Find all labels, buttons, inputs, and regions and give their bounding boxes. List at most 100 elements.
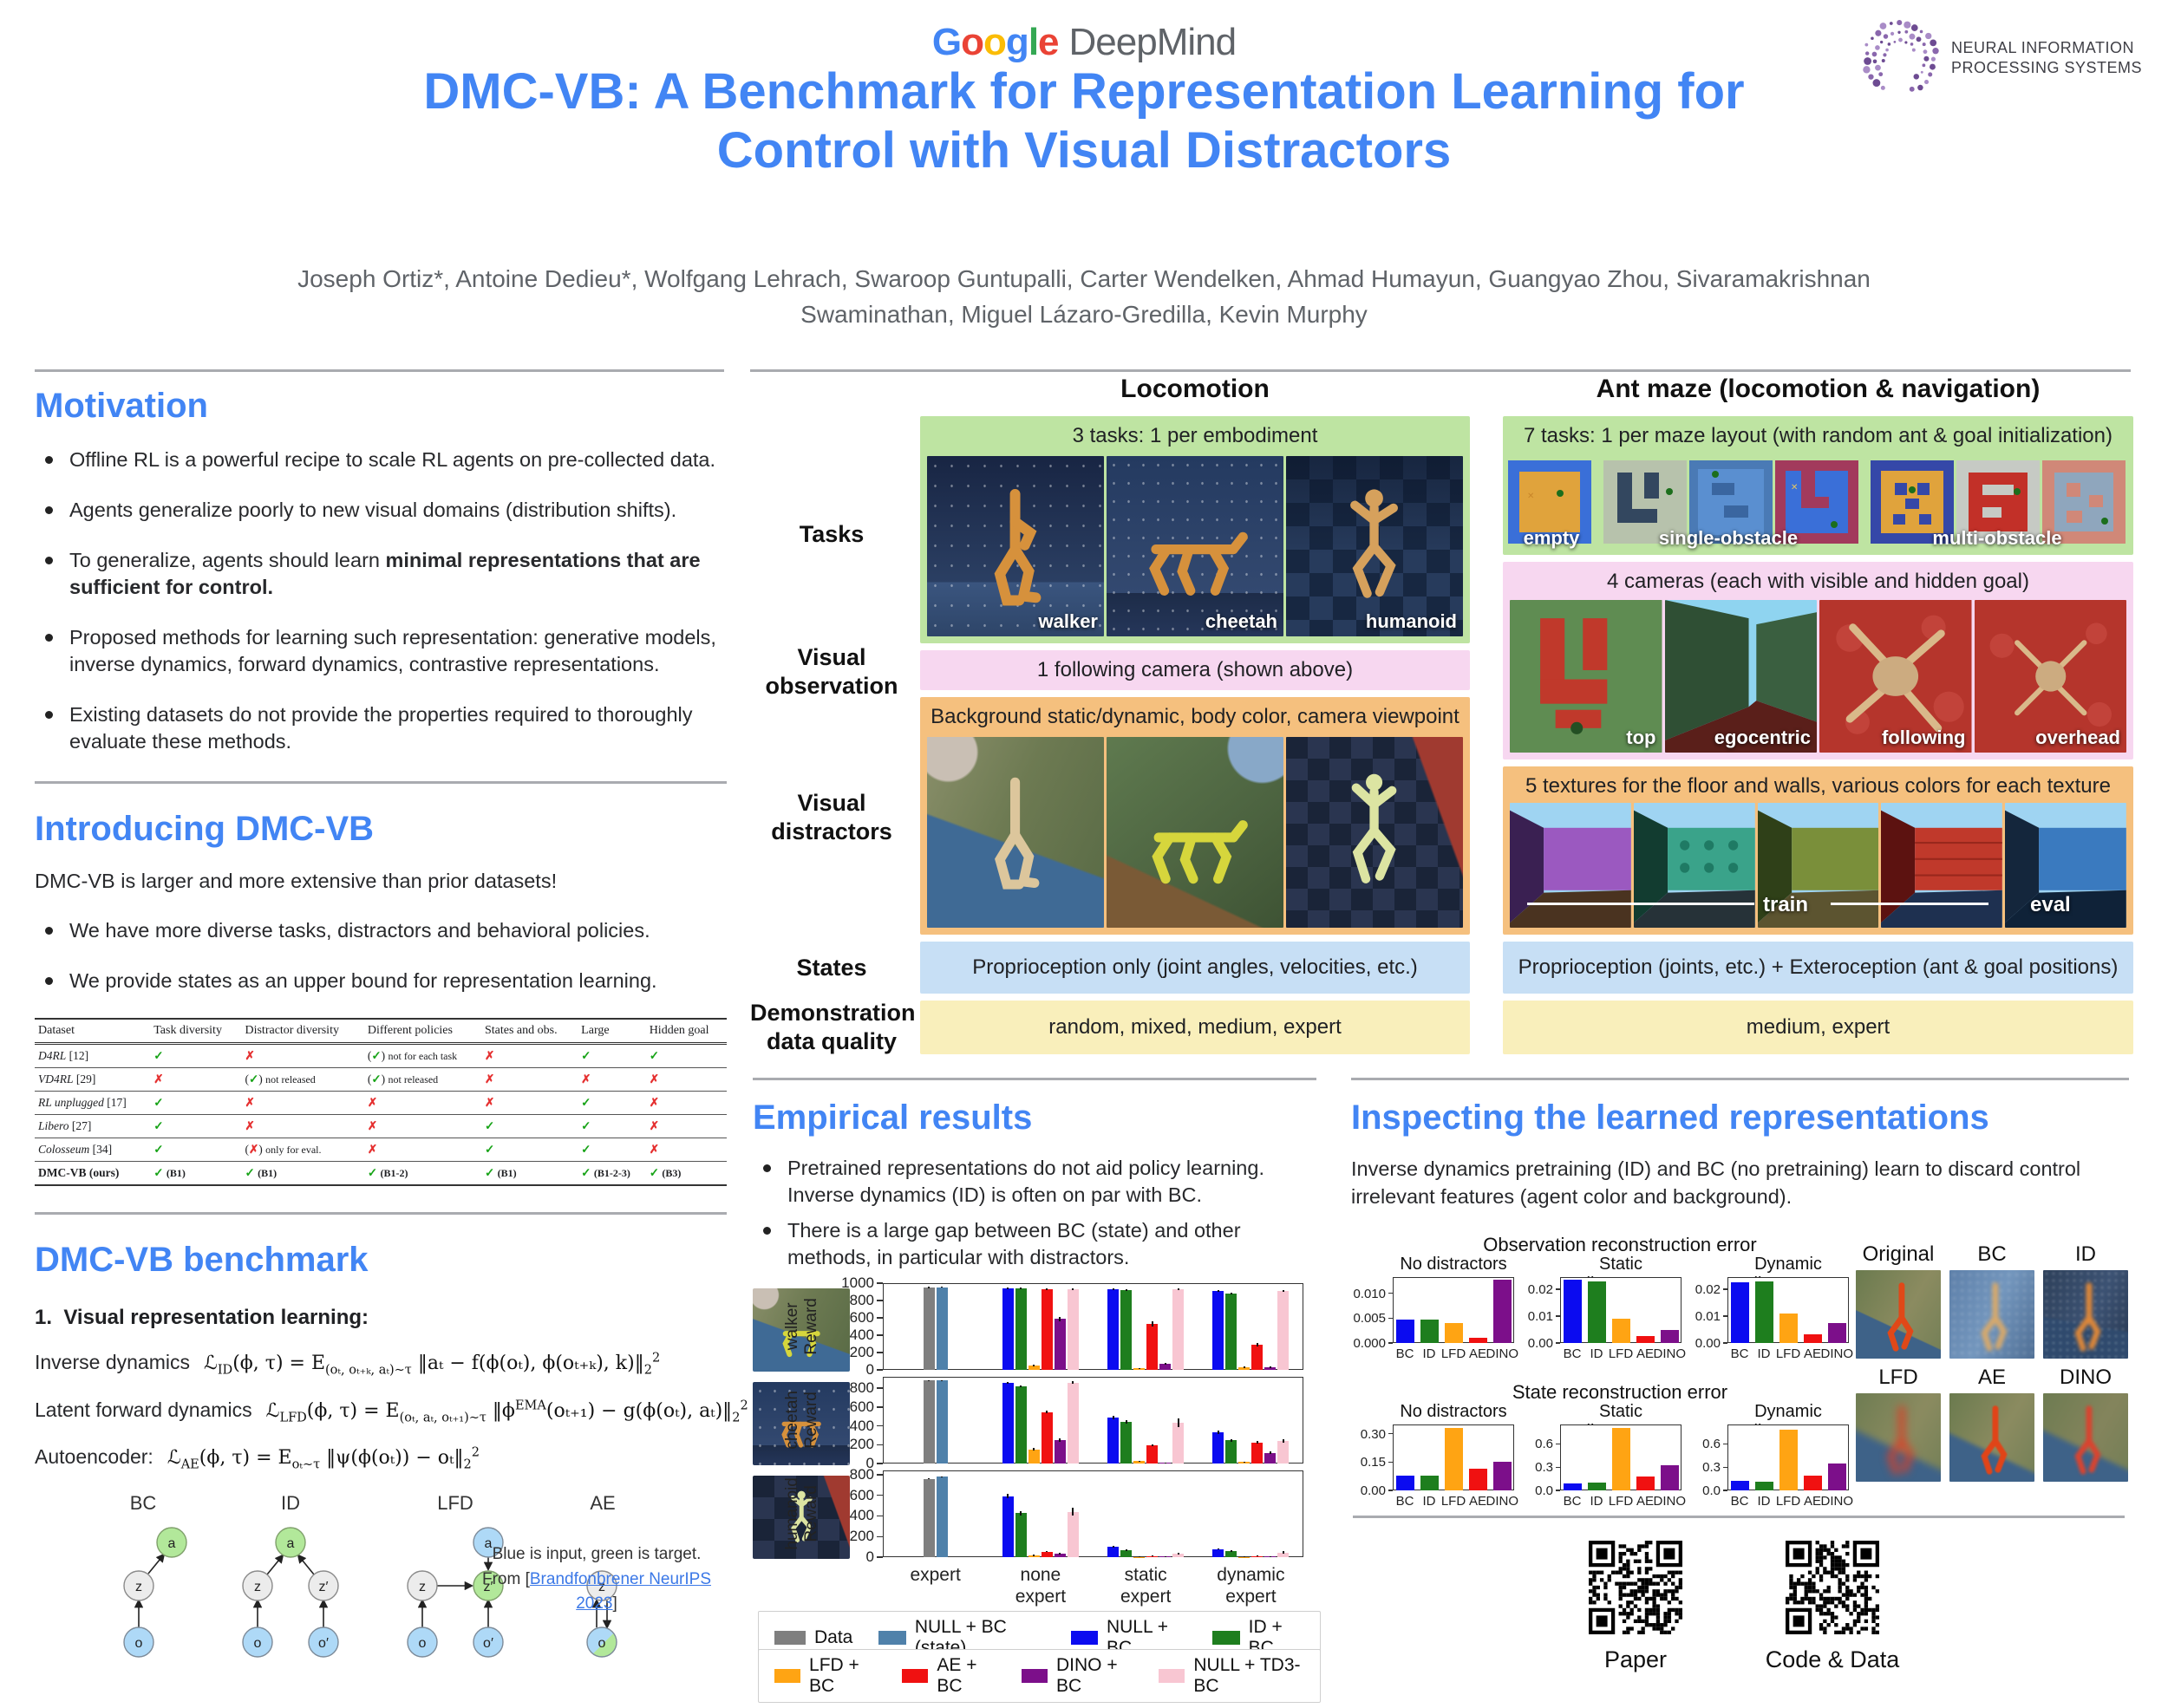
error-bar — [1230, 1293, 1232, 1295]
y-tick — [1723, 1288, 1727, 1290]
error-bar — [1151, 1444, 1153, 1447]
neurips-swirl-icon — [1863, 20, 1939, 92]
bar — [1611, 1319, 1630, 1343]
error-bar — [1046, 1411, 1048, 1414]
y-tick — [1388, 1293, 1393, 1294]
neurips-logo-text: NEURAL INFORMATION PROCESSING SYSTEMS — [1950, 39, 2142, 76]
y-tick-label: 600 — [849, 1398, 874, 1415]
y-tick — [1723, 1466, 1727, 1468]
error-bar — [1020, 1385, 1022, 1388]
inspecting-text: Inverse dynamics pretraining (ID) and BC… — [1351, 1157, 2081, 1209]
error-bar — [1256, 1555, 1258, 1557]
error-bar — [1007, 1382, 1009, 1385]
error-bar — [1046, 1550, 1048, 1553]
y-axis-label: cheetah Reward — [783, 1391, 820, 1450]
bar — [936, 1287, 948, 1371]
y-tick-label: 0.00 — [1527, 1336, 1553, 1351]
bar — [1660, 1329, 1679, 1343]
error-bar — [1177, 1553, 1179, 1555]
bar — [1420, 1476, 1439, 1490]
antmaze-textures-band: 5 textures for the floor and walls, vari… — [1503, 766, 2133, 935]
humanoid-task-image: humanoid — [1286, 456, 1463, 636]
error-bar — [928, 1287, 931, 1288]
recon-lfd-image — [1856, 1393, 1941, 1482]
maze-multi-obstacle-1-image — [1871, 454, 1954, 550]
table-row: Libero [27] ✓ ✗ ✗ ✓ ✓ ✗ — [35, 1114, 727, 1138]
y-tick-label: 200 — [849, 1528, 874, 1545]
x-category-label: ID — [1422, 1494, 1436, 1509]
y-tick — [877, 1474, 883, 1476]
code-data-qr-code — [1786, 1541, 1879, 1634]
svg-text:o′: o′ — [318, 1636, 329, 1651]
bar — [1444, 1428, 1463, 1490]
x-category-label: BC — [1730, 1494, 1749, 1509]
bar — [1611, 1428, 1630, 1490]
svg-text:z: z — [419, 1580, 426, 1594]
bar — [1067, 1382, 1079, 1464]
bar — [923, 1380, 935, 1464]
svg-text:✕: ✕ — [1527, 492, 1534, 501]
y-tick — [1388, 1461, 1393, 1464]
error-bar — [1217, 1290, 1219, 1293]
bar — [1146, 1324, 1159, 1371]
error-bar — [941, 1286, 944, 1288]
x-category-label: LFD — [1608, 1346, 1634, 1361]
divider — [35, 781, 727, 785]
bar — [1028, 1449, 1040, 1464]
antmaze-tasks-band: 7 tasks: 1 per maze layout (with random … — [1503, 416, 2133, 555]
x-category-label: DINO — [1653, 1494, 1687, 1509]
texture-1-image — [1510, 803, 1631, 928]
recon-bc-image — [1949, 1270, 2034, 1359]
locomotion-title: Locomotion — [1120, 375, 1270, 403]
deepmind-logo-text: DeepMind — [1068, 21, 1237, 63]
svg-text:z′: z′ — [319, 1580, 329, 1594]
bar — [1251, 1442, 1264, 1464]
error-bar — [1072, 1288, 1074, 1290]
svg-text:a: a — [287, 1536, 295, 1551]
bar — [936, 1477, 948, 1558]
divider — [750, 369, 2131, 372]
bar — [1827, 1322, 1846, 1343]
error-bar — [1177, 1288, 1179, 1290]
bar — [1730, 1481, 1749, 1490]
inspecting-heading: Inspecting the learned representations — [1351, 1098, 1989, 1137]
locomotion-demo-band: random, mixed, medium, expert — [920, 1001, 1470, 1054]
bullet: Existing datasets do not provide the pro… — [35, 701, 727, 755]
error-bar — [1033, 1448, 1035, 1451]
x-category-label: BC — [1395, 1346, 1414, 1361]
y-tick — [1723, 1342, 1727, 1344]
locomotion-observation-band: 1 following camera (shown above) — [920, 650, 1470, 690]
diagram-bc: BC o z a — [91, 1492, 195, 1672]
x-category-label: BC — [1563, 1346, 1582, 1361]
equation-inverse-dynamics: Inverse dynamics ℒID(ϕ, τ) = E(oₜ, oₜ₊ₖ, … — [35, 1351, 661, 1378]
bar — [1212, 1548, 1224, 1558]
inspecting-section: Inspecting the learned representations I… — [1351, 1088, 2133, 1672]
bar — [1779, 1313, 1798, 1343]
camera-top-image: top — [1510, 600, 1662, 753]
y-tick — [1556, 1342, 1560, 1344]
divider — [1353, 1516, 2125, 1518]
legend-item: DINO + BC — [1021, 1655, 1133, 1697]
recon-label: ID — [2075, 1242, 2096, 1266]
x-category-label: DINO — [1486, 1346, 1519, 1361]
y-tick-label: 0.00 — [1695, 1336, 1721, 1351]
error-bar — [1112, 1288, 1114, 1290]
bar — [1120, 1549, 1133, 1558]
error-bar — [1059, 1437, 1061, 1442]
bar — [1492, 1462, 1512, 1490]
y-tick — [877, 1494, 883, 1496]
reference-link[interactable]: Brandfonbrener NeurIPS 2023 — [529, 1569, 711, 1613]
bar — [1264, 1367, 1277, 1371]
bar — [936, 1380, 948, 1464]
bar — [1395, 1319, 1414, 1343]
divider — [35, 369, 724, 372]
x-category-label: ID — [1757, 1494, 1771, 1509]
diagram-ae: AE z o — [564, 1492, 642, 1672]
plot-frame — [883, 1470, 1303, 1558]
error-bar — [928, 1379, 931, 1381]
x-category-label: DINO — [1486, 1494, 1519, 1509]
bar — [1028, 1365, 1040, 1371]
y-tick-label: 200 — [849, 1344, 874, 1361]
maze-label-single: single-obstacle — [1658, 527, 1799, 549]
y-tick-label: 0.01 — [1527, 1308, 1553, 1324]
